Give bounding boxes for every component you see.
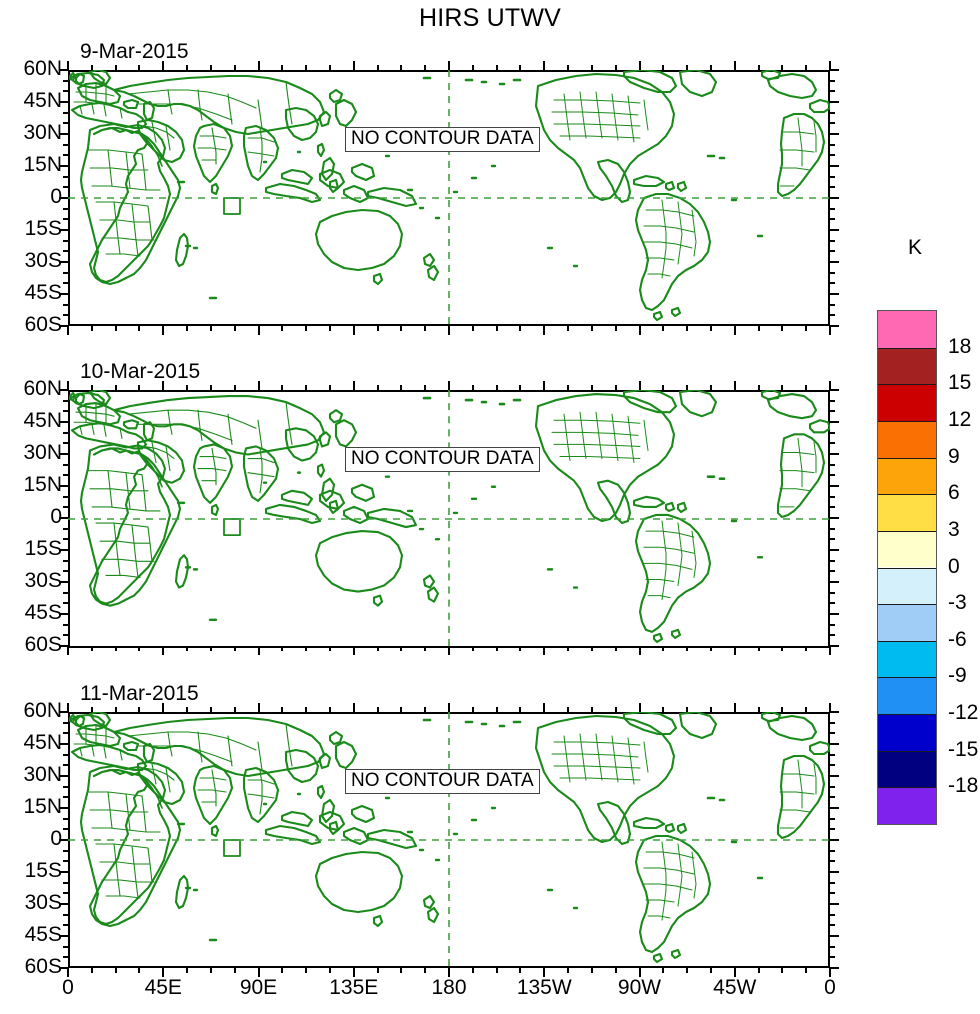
colorbar-band xyxy=(878,640,936,678)
x-axis-tick-label: 0 xyxy=(62,976,74,999)
colorbar-band xyxy=(878,787,936,824)
x-axis-tick-label: 45W xyxy=(713,976,757,999)
colorbar-tick-label: 12 xyxy=(948,407,972,431)
colorbar-tick-label: -3 xyxy=(948,591,967,615)
panel-date-2: 10-Mar-2015 xyxy=(80,360,201,383)
colorbar-band xyxy=(878,311,936,348)
panel-date-3: 11-Mar-2015 xyxy=(80,682,199,705)
colorbar-band xyxy=(878,420,936,458)
colorbar-tick-label: 18 xyxy=(948,334,972,358)
colorbar-tick-label: -9 xyxy=(948,664,967,688)
colorbar-tick-label: -18 xyxy=(948,774,979,798)
colorbar-band xyxy=(878,347,936,385)
colorbar-tick-label: 9 xyxy=(948,444,960,468)
colorbar-tick-label: 15 xyxy=(948,371,972,395)
x-axis-tick-label: 135E xyxy=(329,976,379,999)
colorbar-band xyxy=(878,494,936,531)
page-title: HIRS UTWV xyxy=(418,4,562,32)
colorbar-band xyxy=(878,714,936,751)
colorbar-units-label: K xyxy=(908,236,923,259)
colorbar-tick-label: 3 xyxy=(948,517,960,541)
colorbar-band xyxy=(878,457,936,495)
map-panel-2: NO CONTOUR DATA xyxy=(68,390,830,648)
colorbar-band xyxy=(878,567,936,605)
x-axis-tick-label: 0 xyxy=(824,976,836,999)
colorbar-tick-label: -12 xyxy=(948,701,979,725)
no-contour-data-label-2: NO CONTOUR DATA xyxy=(345,447,540,472)
colorbar-tick-label: -15 xyxy=(948,737,979,761)
colorbar-tick-label: 6 xyxy=(948,481,960,505)
colorbar-band xyxy=(878,750,936,788)
colorbar-band xyxy=(878,604,936,641)
colorbar-tick-label: 0 xyxy=(948,554,960,578)
x-axis-tick-label: 180 xyxy=(431,976,467,999)
no-contour-data-label-3: NO CONTOUR DATA xyxy=(345,769,540,794)
panel-date-1: 9-Mar-2015 xyxy=(80,40,189,63)
colorbar-band xyxy=(878,384,936,421)
colorbar-tick-label: -6 xyxy=(948,627,967,651)
map-panel-1: NO CONTOUR DATA xyxy=(68,70,830,326)
no-contour-data-label-1: NO CONTOUR DATA xyxy=(345,127,540,152)
x-axis-tick-label: 90W xyxy=(617,976,662,999)
colorbar-band xyxy=(878,677,936,715)
colorbar[interactable] xyxy=(877,310,937,825)
colorbar-band xyxy=(878,530,936,568)
x-axis-labels: 0 45E 90E 135E 180 135W 90W 45W 0 xyxy=(0,976,980,1010)
x-axis-tick-label: 45E xyxy=(144,976,182,999)
map-panel-3: NO CONTOUR DATA xyxy=(68,712,830,968)
x-axis-tick-label: 135W xyxy=(516,976,572,999)
x-axis-tick-label: 90E xyxy=(239,976,278,999)
